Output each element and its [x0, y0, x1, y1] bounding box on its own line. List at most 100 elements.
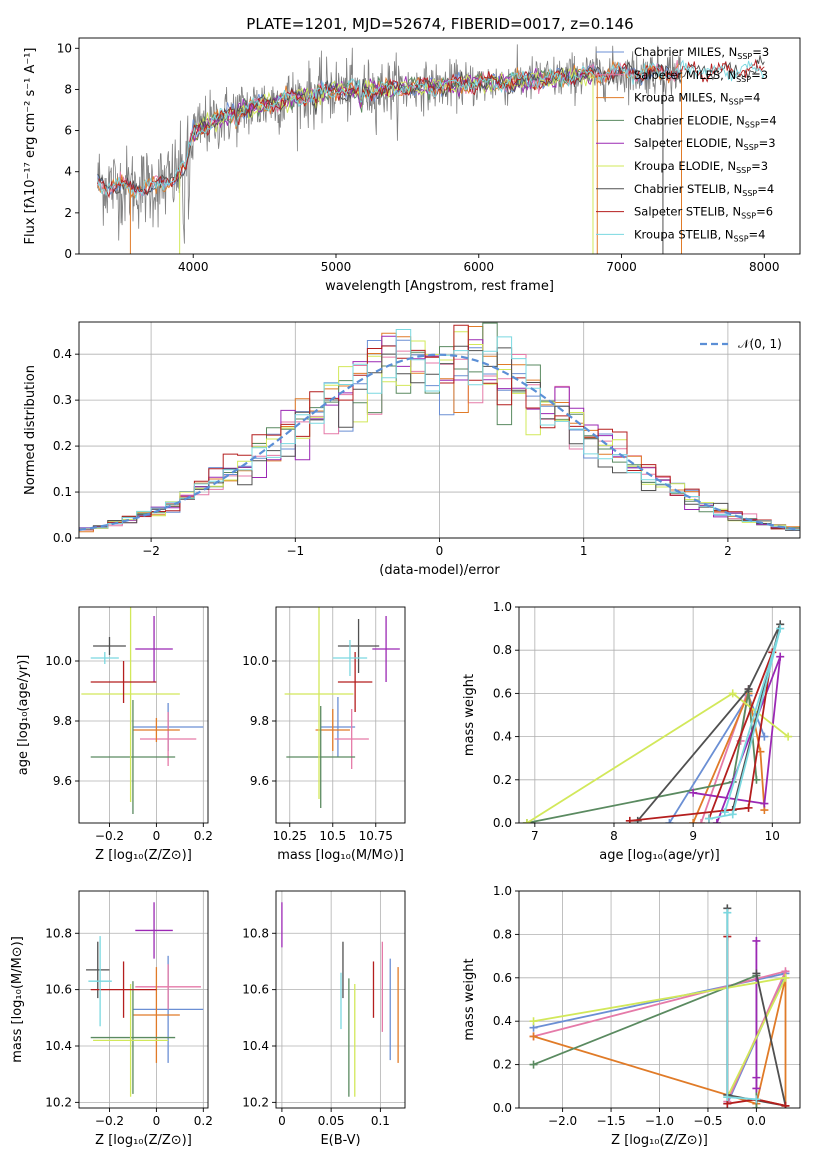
- weight-point: [752, 1095, 761, 1104]
- x-tick-label: −0.5: [693, 1114, 722, 1128]
- y-tick-label: 0.2: [493, 1058, 512, 1072]
- errorbar-kroupa-stelib: [88, 936, 112, 1027]
- y-tick-label: 9.8: [250, 714, 269, 728]
- age-vs-Z-plot-area: [81, 607, 204, 814]
- weight-point: [776, 652, 785, 661]
- spectrum-chart: 4000 5000 6000 7000 8000 0 2 4 6 8 10 wavelength [A…: [23, 37, 801, 294]
- age-vs-mass-frame: [275, 606, 406, 824]
- y-tick-label: 10.6: [45, 983, 72, 997]
- age-vs-mass-chart: 10.25 10.5 10.75 9.6 9.8 10.0 mass [log₁₀(M/M⊙…: [242, 606, 406, 863]
- y-axis-label: Flux [fλ10⁻¹⁷ erg cm⁻² s⁻¹ A⁻¹]: [23, 48, 38, 245]
- y-tick-label: 10.0: [242, 654, 269, 668]
- x-tick-label: 1: [580, 544, 588, 558]
- weight-point: [752, 1073, 761, 1082]
- residuals-plot-area: [79, 322, 800, 533]
- y-tick-label: 10: [57, 41, 72, 55]
- y-tick-label: 0.6: [493, 686, 512, 700]
- errorbar-kroupa-elodie: [284, 607, 354, 799]
- y-tick-label: 2: [64, 206, 72, 220]
- y-tick-label: 0.4: [493, 1014, 512, 1028]
- x-tick-label: 7000: [606, 260, 637, 274]
- y-tick-label: 0.3: [53, 393, 72, 407]
- mass-vs-Z-frame: [78, 890, 209, 1109]
- x-tick-label: 0: [278, 1114, 286, 1128]
- y-tick-label: 4: [64, 165, 72, 179]
- weight-vs-age-chart: 7 8 9 10 0.0 0.2 0.4 0.6 0.8 1.0 age [log₁₀(age/yr…: [462, 600, 801, 863]
- weight-point: [752, 1084, 761, 1093]
- weight-point: [784, 732, 793, 741]
- weight-point: [689, 819, 698, 823]
- spectrum-model-kroupa-stelib: [97, 59, 765, 200]
- y-tick-label: 9.6: [250, 774, 269, 788]
- errorbar-kroupa-elodie: [81, 607, 180, 802]
- x-tick-label: −1.5: [596, 1114, 625, 1128]
- y-tick-label: 9.6: [53, 774, 72, 788]
- age-vs-mass-plot-area: [284, 607, 400, 808]
- y-tick-label: 0.8: [493, 643, 512, 657]
- y-tick-label: 9.8: [53, 714, 72, 728]
- y-tick-label: 10.2: [242, 1095, 269, 1109]
- y-axis-label: Normed distribution: [23, 365, 38, 495]
- y-axis-label: age [log₁₀(age/yr)]: [16, 655, 31, 776]
- weight-point: [712, 819, 721, 823]
- y-tick-label: 0: [64, 247, 72, 261]
- age-vs-Z-grid: [79, 607, 208, 823]
- x-tick-label: 0: [153, 1114, 161, 1128]
- weight-point: [760, 799, 769, 808]
- legend-label-kroupa-elodie: Kroupa ELODIE, NSSP=3: [634, 159, 768, 175]
- histogram-kroupa-stelib: [79, 329, 800, 531]
- errorbar-salpeter-elodie: [135, 902, 173, 959]
- weight-line-kroupa-stelib: [704, 624, 785, 823]
- y-tick-label: 0.4: [493, 730, 512, 744]
- weight-point: [723, 908, 732, 917]
- y-tick-label: 0.6: [493, 971, 512, 985]
- y-tick-label: 6: [64, 124, 72, 138]
- y-axis-label: mass weight: [462, 958, 477, 1040]
- x-axis-label: age [log₁₀(age/yr)]: [599, 848, 720, 863]
- errorbar-chabrier-stelib: [93, 637, 126, 655]
- y-tick-label: 10.6: [242, 983, 269, 997]
- x-tick-label: 2: [724, 544, 732, 558]
- errorbar-salpeter-elodie: [372, 616, 400, 682]
- errorbar-chabrier-miles: [320, 697, 356, 757]
- weight-point: [781, 973, 790, 982]
- spectrum-model-salpeter-elodie: [192, 67, 594, 142]
- legend-label-salpeter-miles: Salpeter MILES, NSSP=3: [634, 68, 768, 84]
- errorbar-chabrier-stelib: [86, 941, 110, 999]
- y-tick-label: 0.0: [493, 816, 512, 830]
- legend-label-salpeter-elodie: Salpeter ELODIE, NSSP=3: [634, 136, 776, 152]
- y-tick-label: 10.8: [45, 926, 72, 940]
- weight-point: [704, 814, 713, 823]
- x-tick-label: −2.0: [548, 1114, 577, 1128]
- x-tick-label: 0.2: [194, 1114, 213, 1128]
- mass-vs-ebv-frame: [275, 890, 406, 1109]
- x-tick-label: 0.1: [371, 1114, 390, 1128]
- errorbar-kroupa-stelib: [90, 652, 119, 664]
- errorbar-salpeter-elodie: [135, 616, 173, 682]
- errorbar-chabrier-elodie: [90, 981, 176, 1094]
- weight-point: [776, 624, 785, 633]
- weight-point: [723, 1093, 732, 1102]
- weight-point: [744, 803, 753, 812]
- spectrum-plot-area: [97, 44, 765, 254]
- weight-line-kroupa-elodie: [522, 689, 793, 823]
- weight-point: [728, 689, 737, 698]
- weight-vs-Z-plot-area: [529, 904, 790, 1108]
- legend-label-chabrier-miles: Chabrier MILES, NSSP=3: [634, 45, 769, 61]
- y-tick-label: 10.8: [242, 926, 269, 940]
- x-tick-label: 0.2: [194, 829, 213, 843]
- weight-point: [728, 810, 737, 819]
- x-axis-label: Z [log₁₀(Z/Z⊙)]: [611, 1133, 708, 1148]
- legend-label-kroupa-stelib: Kroupa STELIB, NSSP=4: [634, 227, 765, 243]
- errorbar-kroupa-elodie: [93, 984, 169, 1097]
- residuals-chart: −2 −1 0 1 2 0.0 0.1 0.2 0.3 0.4 (data-model)/error…: [23, 321, 801, 578]
- errorbar-kroupa-stelib: [332, 640, 368, 676]
- errorbar-chabrier-elodie: [286, 706, 356, 808]
- legend-label-chabrier-elodie: Chabrier ELODIE, NSSP=4: [634, 113, 777, 129]
- x-tick-label: −1: [286, 544, 304, 558]
- weight-vs-age-plot-area: [522, 620, 793, 823]
- x-tick-label: −0.2: [95, 1114, 124, 1128]
- errorbar-kroupa-miles: [132, 967, 180, 1063]
- weight-point: [744, 685, 753, 694]
